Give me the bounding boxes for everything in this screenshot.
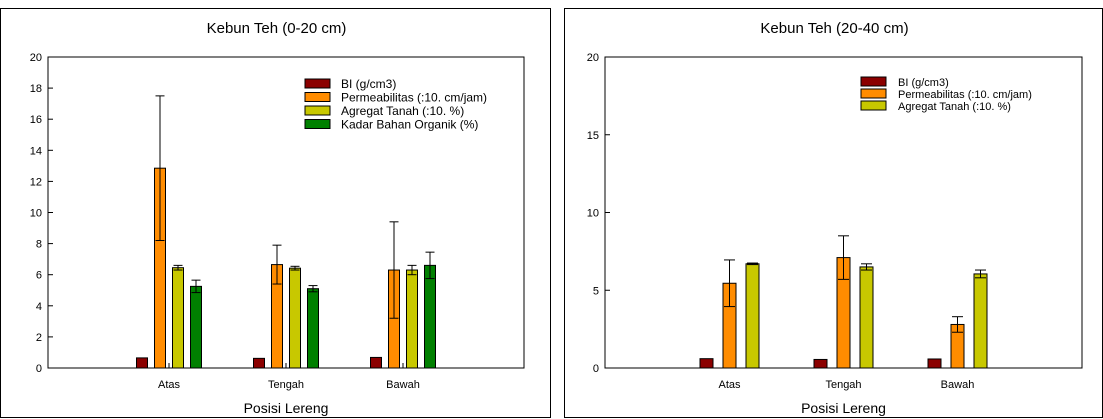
c1-x-tick-label-atas: Atas [718,379,741,391]
c0-x-tick-label-tengah: Tengah [268,379,304,391]
c0-bar-s0-atas [136,357,148,369]
c1-bar-s0-tengah [813,358,828,369]
c1-chart-title: Kebun Teh (20-40 cm) [760,20,908,37]
c0-bar-s2-atas [172,267,184,369]
c0-legend-swatch-1 [304,92,331,102]
c0-x-tick-label-atas: Atas [158,379,181,391]
chart-panel-20-40cm: Kebun Teh (20-40 cm) Posisi Lereng 0 5 10 15 2… [564,8,1103,418]
c0-y-tick-label-4: 8 [36,239,42,251]
c1-y-tick-label-3: 15 [587,130,599,142]
c0-legend-swatch-2 [304,105,331,116]
c0-y-tick-label-5: 10 [30,208,42,220]
c1-y-tick-label-0: 0 [593,363,599,375]
c0-y-tick-label-2: 4 [36,301,42,313]
c0-y-tick-label-10: 20 [30,52,42,64]
c1-bar-s2-tengah [859,266,874,369]
c1-legend-label-2: Agregat Tanah (:10. %) [898,101,1011,113]
chart-panel-0-20cm: Kebun Teh (0-20 cm) Posisi Lereng 0 2 4 6 8 10 1… [0,8,551,418]
c0-bar-s2-bawah [406,269,418,369]
c0-x-tick-label-bawah: Bawah [386,379,420,391]
c0-bar-s3-atas [190,285,202,369]
c1-x-axis-label: Posisi Lereng [801,400,886,416]
c0-y-tick-label-6: 12 [30,176,42,188]
c1-y-tick-label-1: 5 [593,285,599,297]
c0-legend-label-3: Kadar Bahan Organik (%) [341,118,478,132]
c1-legend-swatch-1 [860,88,887,99]
c0-y-tick-label-0: 0 [36,363,42,375]
c0-legend-label-2: Agregat Tanah (:10. %) [341,104,464,118]
c0-chart-title: Kebun Teh (0-20 cm) [207,20,347,37]
c0-legend-swatch-3 [304,119,331,129]
c0-x-axis-label: Posisi Lereng [244,400,329,416]
c0-legend-label-1: Permeabilitas (:10. cm/jam) [341,91,487,105]
c0-bar-s0-tengah [253,357,265,369]
c1-y-tick-label-2: 10 [587,208,599,220]
c0-y-tick-label-8: 16 [30,114,42,126]
c1-legend-swatch-0 [860,76,887,87]
c0-y-tick-label-1: 2 [36,332,42,344]
c0-legend-swatch-0 [304,78,331,89]
c0-legend-label-0: BI (g/cm3) [341,77,396,91]
c0-y-tick-label-9: 18 [30,83,42,95]
c0-bar-s3-tengah [307,288,319,369]
c1-legend-label-1: Permeabilitas (:10. cm/jam) [898,89,1032,101]
c1-bar-s0-atas [699,358,714,369]
c1-x-tick-label-tengah: Tengah [825,379,861,391]
c0-y-tick-label-3: 6 [36,270,42,282]
c1-bar-s0-bawah [927,358,942,369]
c0-bar-s3-bawah [424,264,436,369]
c1-bar-s2-bawah [973,273,988,369]
c0-bar-s2-tengah [289,267,301,369]
c0-bar-s0-bawah [370,356,382,369]
c1-legend-swatch-2 [860,100,887,111]
c0-y-tick-label-7: 14 [30,145,42,157]
chart-svg-20-40cm: Kebun Teh (20-40 cm) Posisi Lereng 0 5 10 15 2… [587,20,1083,416]
c1-legend-label-0: BI (g/cm3) [898,77,949,89]
c1-x-tick-label-bawah: Bawah [941,379,975,391]
c1-bar-s2-atas [745,263,760,369]
c1-y-tick-label-4: 20 [587,52,599,64]
chart-svg-0-20cm: Kebun Teh (0-20 cm) Posisi Lereng 0 2 4 6 8 10 1… [30,20,525,416]
